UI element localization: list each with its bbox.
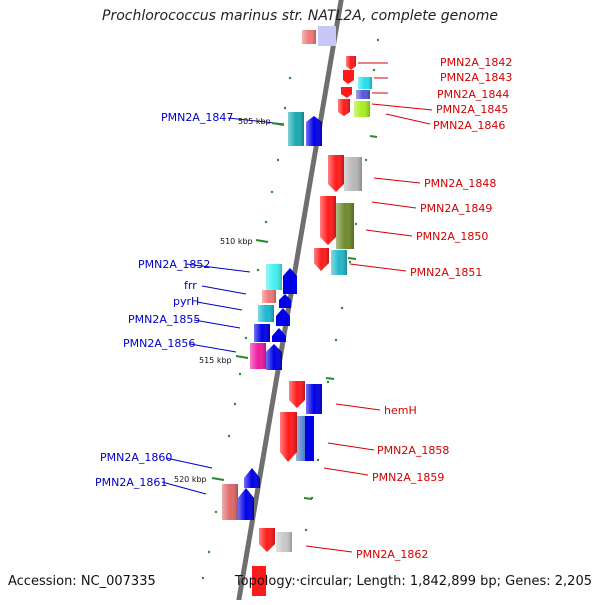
scale-tick-515: 515 kbp: [199, 355, 249, 365]
gene-label-PMN2A_1850: PMN2A_1850: [416, 230, 488, 243]
reverse-gene-1843[interactable]: PMN2A_1843: [343, 70, 512, 89]
gene-label-PMN2A_1851: PMN2A_1851: [410, 266, 482, 279]
reverse-gene-1849[interactable]: PMN2A_1849: [336, 201, 492, 249]
reverse-gene-1844[interactable]: PMN2A_1844: [341, 87, 509, 101]
forward-gene-1855[interactable]: PMN2A_1855: [128, 313, 286, 342]
forward-gene-pyrH[interactable]: pyrH: [173, 295, 290, 326]
scale-label-510: 510 kbp: [220, 237, 253, 246]
gene-label-PMN2A_1845: PMN2A_1845: [436, 103, 508, 116]
reverse-gene-1862[interactable]: PMN2A_1862: [252, 528, 428, 596]
reverse-gene-1850[interactable]: PMN2A_1850: [320, 196, 488, 245]
forward-gene-1847[interactable]: PMN2A_1847: [161, 111, 322, 146]
reverse-gene-1848[interactable]: PMN2A_1848: [328, 155, 496, 192]
scale-tick-505: 505 kbp: [238, 117, 285, 126]
gene-label-pyrH: pyrH: [173, 295, 199, 308]
gene-label-frr: frr: [184, 279, 197, 292]
forward-gene-frr[interactable]: frr: [184, 279, 291, 308]
reverse-gene-hemH[interactable]: hemH: [289, 381, 417, 417]
scale-tick-520: 520 kbp: [174, 475, 225, 484]
gene-label-PMN2A_1860: PMN2A_1860: [100, 451, 172, 464]
accession-text: Accession: NC_007335: [8, 574, 156, 589]
reverse-gene-1859[interactable]: PMN2A_1859: [323, 467, 444, 484]
gene-label-PMN2A_1856: PMN2A_1856: [123, 337, 195, 350]
gene-label-PMN2A_1844: PMN2A_1844: [437, 88, 509, 101]
forward-gene-1856[interactable]: PMN2A_1856: [123, 337, 282, 370]
scale-label-505: 505 kbp: [238, 117, 271, 126]
reverse-gene-1845[interactable]: PMN2A_1845: [354, 101, 508, 117]
reverse-gene-1842[interactable]: PMN2A_1842: [346, 56, 512, 70]
gene-label-hemH: hemH: [384, 404, 417, 417]
gene-label-PMN2A_1846: PMN2A_1846: [433, 119, 505, 132]
gene-label-PMN2A_1858: PMN2A_1858: [377, 444, 449, 457]
scale-label-515: 515 kbp: [199, 356, 232, 365]
gene-label-PMN2A_1843: PMN2A_1843: [440, 71, 512, 84]
gene-label-PMN2A_1847: PMN2A_1847: [161, 111, 233, 124]
reverse-gene-1846[interactable]: PMN2A_1846: [338, 99, 505, 132]
gene-label-PMN2A_1862: PMN2A_1862: [356, 548, 428, 561]
top-partial-genes: [302, 26, 336, 46]
forward-gene-1861[interactable]: PMN2A_1861: [95, 476, 254, 520]
gene-label-PMN2A_1842: PMN2A_1842: [440, 56, 512, 69]
reverse-gene-1851[interactable]: PMN2A_1851: [314, 248, 482, 279]
genome-summary-text: Topology: circular; Length: 1,842,899 bp…: [234, 574, 592, 589]
gene-label-PMN2A_1852: PMN2A_1852: [138, 258, 210, 271]
forward-gene-1852[interactable]: PMN2A_1852: [138, 258, 297, 294]
map-title: Prochlorococcus marinus str. NATL2A, com…: [102, 8, 498, 24]
reverse-gene-1858[interactable]: PMN2A_1858: [280, 412, 449, 462]
forward-gene-1860[interactable]: PMN2A_1860: [100, 451, 260, 488]
gene-label-PMN2A_1859: PMN2A_1859: [372, 471, 444, 484]
minor-ticks: [303, 135, 378, 500]
gene-label-PMN2A_1855: PMN2A_1855: [128, 313, 200, 326]
gene-label-PMN2A_1849: PMN2A_1849: [420, 202, 492, 215]
scale-label-520: 520 kbp: [174, 475, 207, 484]
gene-label-PMN2A_1848: PMN2A_1848: [424, 177, 496, 190]
scale-tick-510: 510 kbp: [220, 237, 269, 246]
gene-label-PMN2A_1861: PMN2A_1861: [95, 476, 167, 489]
